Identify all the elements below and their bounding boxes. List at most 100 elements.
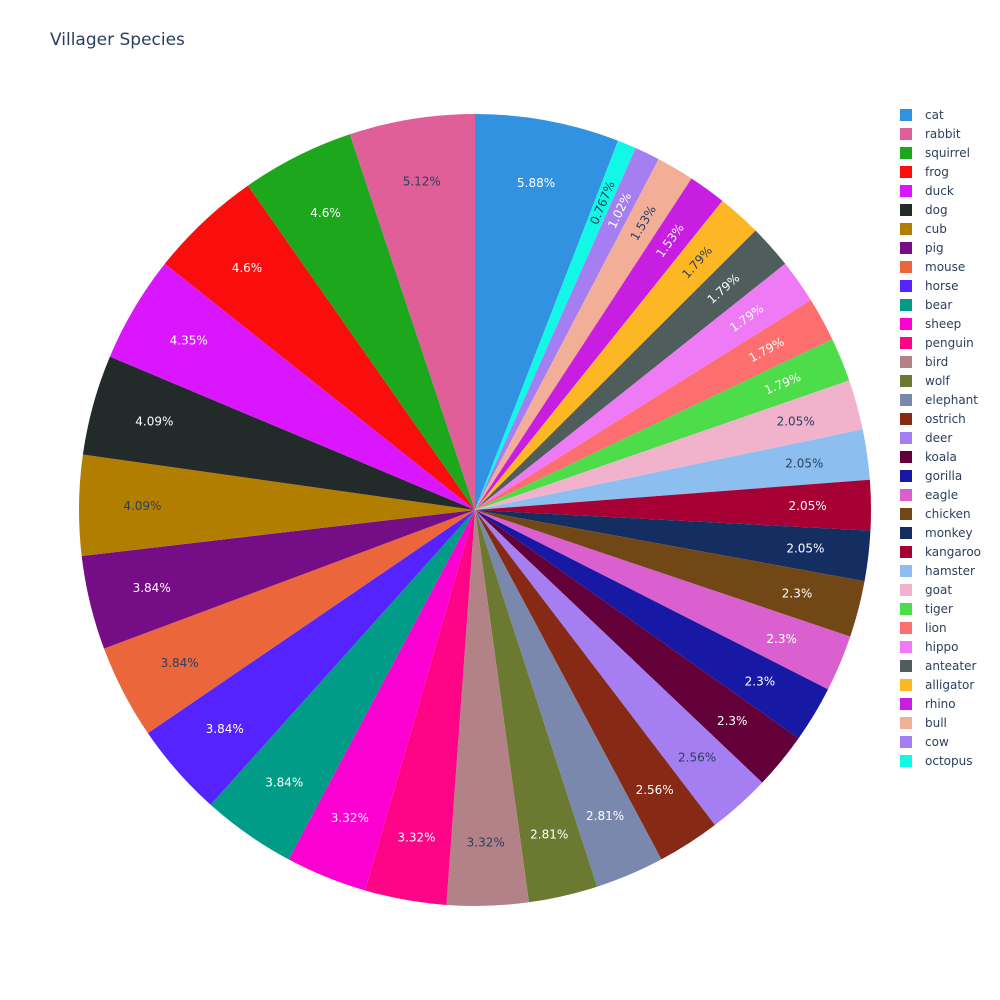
legend-item-dog[interactable]: dog [900, 200, 981, 219]
pie-label-bird: 3.32% [467, 835, 505, 849]
pie-slice-dog[interactable] [82, 356, 475, 510]
legend-item-pig[interactable]: pig [900, 238, 981, 257]
legend-label: squirrel [925, 145, 970, 160]
legend-item-octopus[interactable]: octopus [900, 751, 981, 770]
pie-label-chicken: 2.3% [782, 586, 813, 600]
legend-item-elephant[interactable]: elephant [900, 390, 981, 409]
legend-item-cow[interactable]: cow [900, 732, 981, 751]
legend-label: kangaroo [925, 544, 982, 559]
legend-label: elephant [925, 392, 978, 407]
legend-item-bull[interactable]: bull [900, 713, 981, 732]
legend-item-alligator[interactable]: alligator [900, 675, 981, 694]
pie-slice-deer[interactable] [475, 510, 763, 826]
legend-item-squirrel[interactable]: squirrel [900, 143, 981, 162]
legend-swatch [900, 222, 912, 235]
legend-label: deer [925, 430, 953, 445]
pie-slice-kangaroo[interactable] [475, 479, 872, 531]
legend-item-koala[interactable]: koala [900, 447, 981, 466]
pie-label-frog: 4.6% [232, 261, 263, 275]
pie-slice-bear[interactable] [210, 510, 475, 860]
pie-slice-gorilla[interactable] [475, 510, 829, 739]
pie-slice-bird[interactable] [446, 510, 529, 907]
pie-slice-squirrel[interactable] [247, 134, 475, 510]
pie-slice-frog[interactable] [164, 185, 475, 510]
pie-slice-bull[interactable] [475, 159, 692, 510]
pie-slice-lion[interactable] [475, 300, 833, 510]
pie-slice-cub[interactable] [78, 454, 475, 557]
legend-swatch [900, 108, 912, 121]
pie-label-sheep: 3.32% [331, 811, 369, 825]
pie-slice-koala[interactable] [475, 510, 799, 783]
pie-slice-pig[interactable] [81, 510, 476, 649]
pie-slice-anteater[interactable] [475, 230, 786, 511]
pie-slice-rabbit[interactable] [349, 114, 475, 510]
legend-label: duck [925, 183, 954, 198]
legend-item-penguin[interactable]: penguin [900, 333, 981, 352]
legend-item-rhino[interactable]: rhino [900, 694, 981, 713]
pie-slice-mouse[interactable] [104, 510, 475, 734]
pie-slice-cow[interactable] [475, 148, 659, 510]
legend-item-chicken[interactable]: chicken [900, 504, 981, 523]
legend-swatch [900, 564, 912, 577]
pie-slice-elephant[interactable] [475, 510, 662, 887]
pie-slice-eagle[interactable] [475, 510, 851, 690]
legend-item-cat[interactable]: cat [900, 105, 981, 124]
pie-slice-penguin[interactable] [365, 510, 475, 905]
pie-label-goat: 2.05% [777, 415, 815, 429]
legend-item-monkey[interactable]: monkey [900, 523, 981, 542]
pie-slice-chicken[interactable] [475, 510, 865, 637]
legend-swatch [900, 621, 912, 634]
legend-swatch [900, 393, 912, 406]
legend-item-frog[interactable]: frog [900, 162, 981, 181]
pie-label-duck: 4.35% [170, 334, 208, 348]
legend-item-ostrich[interactable]: ostrich [900, 409, 981, 428]
legend-label: hippo [925, 639, 959, 654]
chart-title: Villager Species [50, 30, 185, 50]
pie-slice-rhino[interactable] [475, 178, 723, 510]
pie-slice-tiger[interactable] [475, 339, 850, 510]
legend-label: sheep [925, 316, 962, 331]
legend-item-eagle[interactable]: eagle [900, 485, 981, 504]
legend-item-hamster[interactable]: hamster [900, 561, 981, 580]
pie-slice-hippo[interactable] [475, 263, 811, 510]
legend-label: horse [925, 278, 959, 293]
legend-label: goat [925, 582, 953, 597]
pie-label-bear: 3.84% [265, 776, 303, 790]
pie-slice-duck[interactable] [109, 263, 475, 510]
pie-slice-wolf[interactable] [475, 510, 598, 903]
pie-slice-monkey[interactable] [475, 510, 871, 582]
legend-item-horse[interactable]: horse [900, 276, 981, 295]
legend-item-bird[interactable]: bird [900, 352, 981, 371]
legend-label: cat [925, 107, 944, 122]
legend-item-goat[interactable]: goat [900, 580, 981, 599]
legend-item-wolf[interactable]: wolf [900, 371, 981, 390]
pie-slice-alligator[interactable] [475, 200, 756, 510]
legend-item-sheep[interactable]: sheep [900, 314, 981, 333]
pie-label-pig: 3.84% [133, 581, 171, 595]
pie-label-mouse: 3.84% [161, 656, 199, 670]
legend-item-mouse[interactable]: mouse [900, 257, 981, 276]
legend-item-lion[interactable]: lion [900, 618, 981, 637]
pie-slice-cat[interactable] [475, 114, 619, 510]
legend-item-rabbit[interactable]: rabbit [900, 124, 981, 143]
legend-item-cub[interactable]: cub [900, 219, 981, 238]
legend-swatch [900, 298, 912, 311]
legend-item-gorilla[interactable]: gorilla [900, 466, 981, 485]
pie-slice-hamster[interactable] [475, 429, 870, 510]
pie-slice-sheep[interactable] [288, 510, 475, 891]
legend: cat rabbit squirrel frog duck dog cub pig mouse h… [900, 105, 981, 770]
legend-item-deer[interactable]: deer [900, 428, 981, 447]
pie-slice-horse[interactable] [147, 510, 475, 805]
legend-item-anteater[interactable]: anteater [900, 656, 981, 675]
legend-item-hippo[interactable]: hippo [900, 637, 981, 656]
pie-slice-ostrich[interactable] [475, 510, 715, 860]
legend-label: rhino [925, 696, 956, 711]
legend-item-kangaroo[interactable]: kangaroo [900, 542, 981, 561]
pie-slice-goat[interactable] [475, 380, 863, 510]
legend-item-tiger[interactable]: tiger [900, 599, 981, 618]
pie-slice-octopus[interactable] [475, 140, 636, 511]
legend-item-duck[interactable]: duck [900, 181, 981, 200]
legend-swatch [900, 602, 912, 615]
legend-label: tiger [925, 601, 953, 616]
legend-item-bear[interactable]: bear [900, 295, 981, 314]
